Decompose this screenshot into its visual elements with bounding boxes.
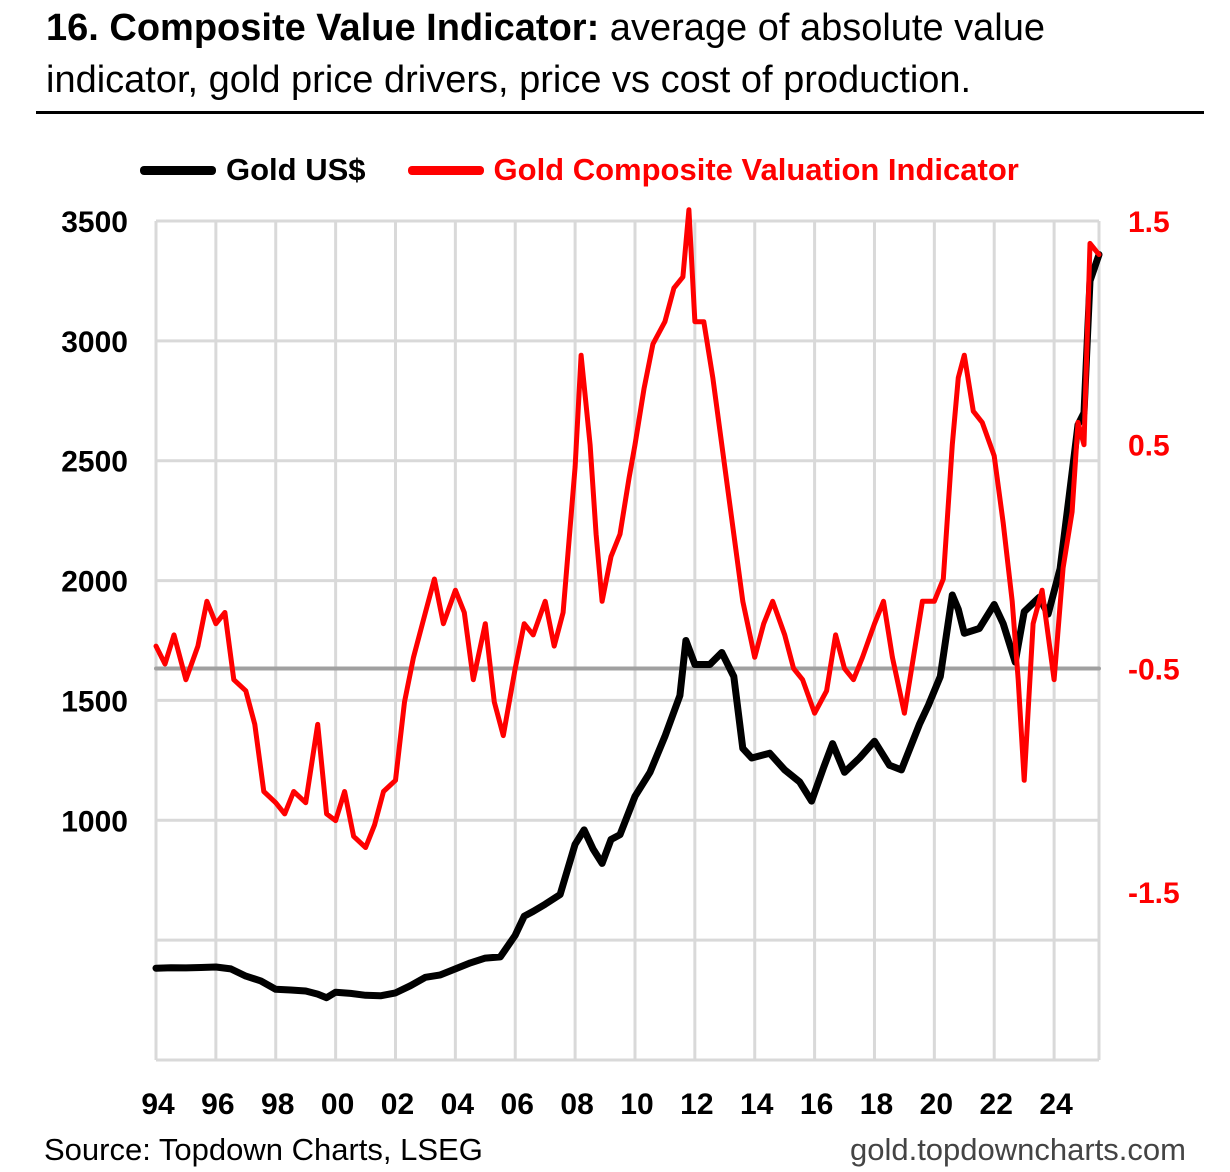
- legend-item-indicator: Gold Composite Valuation Indicator: [407, 152, 1019, 188]
- x-axis-tick-label: 22: [980, 1088, 1013, 1121]
- x-axis-tick-label: 16: [800, 1088, 833, 1121]
- x-axis-tick-label: 18: [860, 1088, 893, 1121]
- right-axis-tick-label: -0.5: [1128, 653, 1180, 686]
- x-axis-tick-label: 04: [441, 1088, 475, 1121]
- chart-title: 16. Composite Value Indicator: average o…: [46, 2, 1196, 106]
- legend-swatch-indicator: [407, 165, 484, 175]
- x-axis-tick-label: 24: [1039, 1088, 1073, 1121]
- right-axis-tick-label: -1.5: [1128, 877, 1180, 910]
- source-note: Source: Topdown Charts, LSEG: [44, 1132, 483, 1167]
- x-axis-tick-label: 20: [920, 1088, 953, 1121]
- x-axis-tick-label: 10: [620, 1088, 653, 1121]
- legend-item-gold: Gold US$: [140, 152, 366, 188]
- x-axis-tick-label: 02: [381, 1088, 414, 1121]
- right-axis-tick-label: 0.5: [1128, 430, 1170, 463]
- x-axis-tick-label: 00: [321, 1088, 354, 1121]
- left-axis-tick-label: 2500: [61, 446, 128, 479]
- chart-title-bold: 16. Composite Value Indicator:: [46, 7, 600, 49]
- chart-title-rest: average of absolute value indicator, gol…: [46, 7, 1046, 101]
- legend-swatch-gold: [140, 165, 216, 175]
- legend: Gold US$ Gold Composite Valuation Indica…: [140, 150, 1061, 190]
- website-url: gold.topdowncharts.com: [849, 1132, 1186, 1167]
- x-axis-tick-label: 12: [680, 1088, 713, 1121]
- x-axis-tick-label: 08: [560, 1088, 593, 1121]
- left-axis-tick-label: 3000: [61, 326, 128, 359]
- legend-label-gold: Gold US$: [226, 152, 366, 187]
- right-axis-tick-label: 1.5: [1128, 206, 1170, 239]
- title-rule: [36, 111, 1204, 114]
- x-axis-tick-label: 94: [141, 1088, 175, 1121]
- composite-indicator-line: [153, 207, 1102, 850]
- legend-label-indicator: Gold Composite Valuation Indicator: [493, 152, 1019, 187]
- left-axis-tick-label: 3500: [61, 206, 128, 239]
- x-axis-tick-label: 96: [201, 1088, 234, 1121]
- x-axis-tick-label: 14: [740, 1088, 774, 1121]
- x-axis-tick-label: 98: [261, 1088, 294, 1121]
- gold-price-line: [152, 251, 1103, 1002]
- x-axis-tick-label: 06: [501, 1088, 534, 1121]
- left-axis-tick-label: 1500: [61, 685, 128, 718]
- left-axis-tick-label: 1000: [61, 805, 128, 838]
- left-axis-tick-label: 2000: [61, 566, 128, 599]
